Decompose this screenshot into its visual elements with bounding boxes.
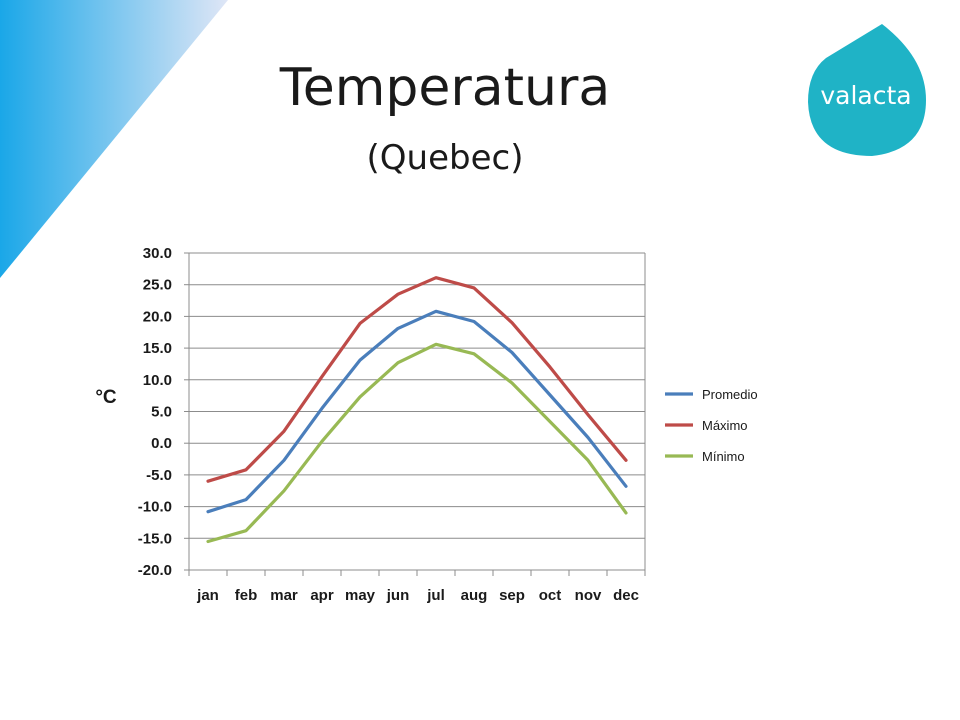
x-tick-label-nov: nov <box>575 587 602 604</box>
y-tick-label-9: 25.0 <box>143 277 172 294</box>
x-tick-label-jun: jun <box>386 587 410 604</box>
corner-gradient-decoration <box>0 0 228 278</box>
x-tick-labels: jan feb mar apr may jun jul aug sep oct nov dec <box>196 587 639 604</box>
chart-grid <box>189 252 645 571</box>
chart-axes <box>184 252 646 576</box>
valacta-logo: valacta <box>808 24 926 156</box>
y-tick-label-3: -5.0 <box>146 467 172 484</box>
y-tick-label-1: -15.0 <box>138 530 172 547</box>
chart-legend: Promedio Máximo Mínimo <box>665 387 758 464</box>
slide-title: Temperatura <box>279 58 611 118</box>
x-tick-label-oct: oct <box>539 587 562 604</box>
y-tick-label-8: 20.0 <box>143 308 172 325</box>
drop-icon <box>808 24 926 156</box>
x-tick-label-dec: dec <box>613 587 639 604</box>
series-line-1 <box>206 276 628 483</box>
slide-subtitle: (Quebec) <box>366 138 524 178</box>
y-tick-label-7: 15.0 <box>143 340 172 357</box>
series-lines <box>206 276 628 544</box>
y-tick-label-6: 10.0 <box>143 372 172 389</box>
legend-label-2: Mínimo <box>702 449 745 464</box>
legend-label-1: Máximo <box>702 418 748 433</box>
x-tick-label-jan: jan <box>196 587 219 604</box>
legend-label-0: Promedio <box>702 387 758 402</box>
y-axis-label: °C <box>95 387 117 408</box>
series-line-0 <box>206 309 628 514</box>
x-tick-label-feb: feb <box>235 587 258 604</box>
x-tick-label-apr: apr <box>310 587 334 604</box>
y-tick-labels: -20.0 -15.0 -10.0 -5.0 0.0 5.0 10.0 15.0 20.0 25.… <box>138 245 172 579</box>
x-tick-label-aug: aug <box>461 587 488 604</box>
y-tick-label-4: 0.0 <box>151 435 172 452</box>
x-tick-label-sep: sep <box>499 587 525 604</box>
y-tick-label-5: 5.0 <box>151 404 172 421</box>
x-tick-label-may: may <box>345 587 376 604</box>
x-tick-label-jul: jul <box>426 587 445 604</box>
logo-text: valacta <box>820 81 911 110</box>
series-line-2 <box>206 342 628 544</box>
y-tick-label-2: -10.0 <box>138 499 172 516</box>
y-tick-label-10: 30.0 <box>143 245 172 262</box>
y-tick-label-0: -20.0 <box>138 562 172 579</box>
x-tick-label-mar: mar <box>270 587 298 604</box>
